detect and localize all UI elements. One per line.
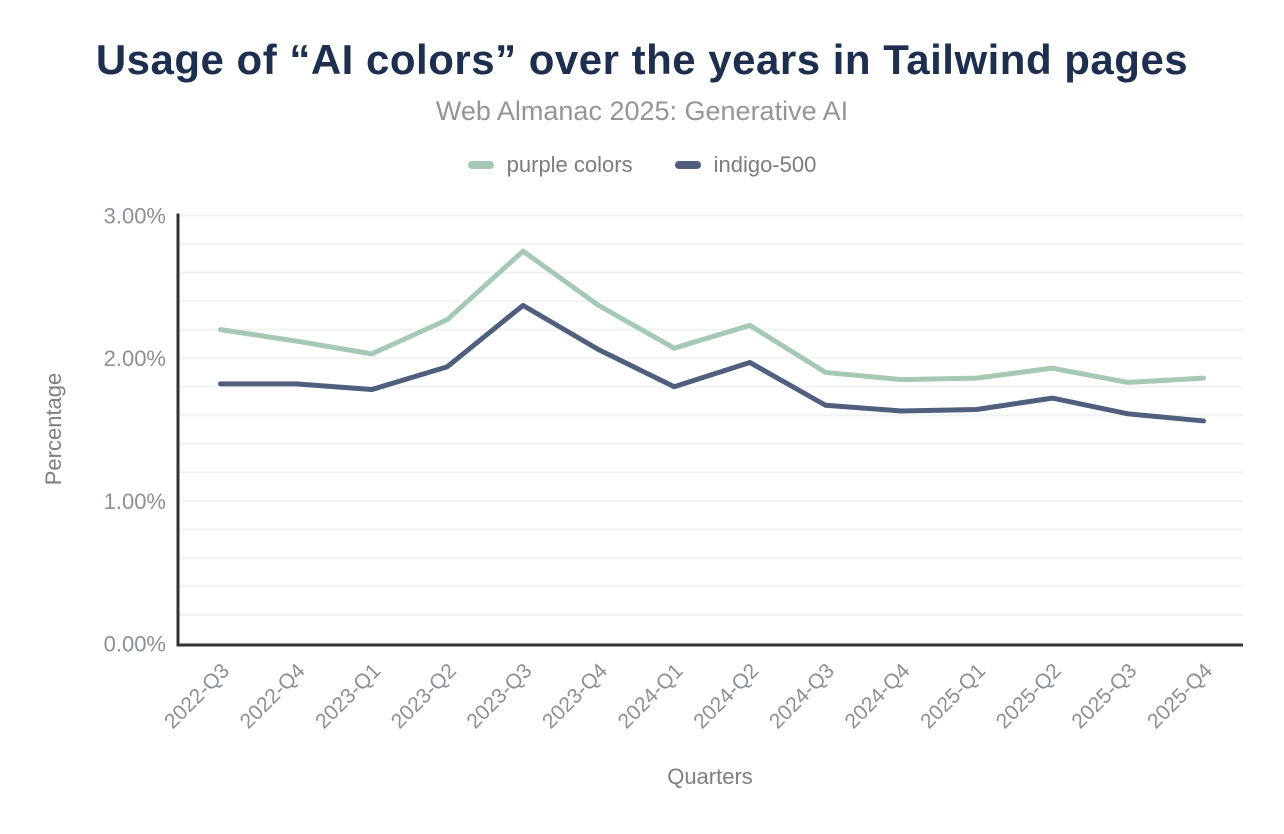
- legend-swatch-icon: [467, 161, 494, 169]
- x-tick-label: 2025-Q2: [992, 659, 1066, 733]
- x-tick-label: 2025-Q4: [1143, 659, 1217, 733]
- x-tick-label: 2023-Q3: [462, 659, 536, 733]
- x-tick-label: 2024-Q3: [765, 659, 839, 733]
- series-line-purple-colors: [218, 248, 1206, 385]
- y-tick-label: 1.00%: [104, 489, 166, 514]
- x-tick-label: 2024-Q2: [689, 659, 763, 733]
- x-tick-label: 2024-Q4: [841, 659, 915, 733]
- y-tick-label: 3.00%: [104, 204, 166, 229]
- y-tick-label: 0.00%: [104, 632, 166, 657]
- series-line-indigo-500: [218, 302, 1206, 424]
- x-tick-label: 2025-Q1: [916, 659, 990, 733]
- chart-title: Usage of “AI colors” over the years in T…: [95, 36, 1189, 83]
- x-tick-label: 2023-Q1: [311, 659, 385, 733]
- legend-swatch-icon: [674, 161, 701, 169]
- legend-item-indigo-500: indigo-500: [674, 152, 817, 178]
- x-tick-label: 2022-Q4: [236, 659, 310, 733]
- x-tick-label: 2025-Q3: [1067, 659, 1141, 733]
- legend-label: purple colors: [506, 152, 633, 177]
- x-tick-label: 2023-Q2: [387, 659, 461, 733]
- legend-label: indigo-500: [713, 152, 817, 177]
- x-axis-title: Quarters: [667, 764, 753, 789]
- y-axis-title: Percentage: [41, 372, 66, 486]
- x-tick-label: 2022-Q3: [160, 659, 234, 733]
- legend-item-purple-colors: purple colors: [467, 152, 633, 178]
- y-tick-label: 2.00%: [104, 346, 166, 371]
- legend: purple colors indigo-500: [0, 152, 1284, 178]
- chart-subtitle: Web Almanac 2025: Generative AI: [435, 96, 849, 126]
- x-tick-label: 2023-Q4: [538, 659, 612, 733]
- x-tick-label: 2024-Q1: [614, 659, 688, 733]
